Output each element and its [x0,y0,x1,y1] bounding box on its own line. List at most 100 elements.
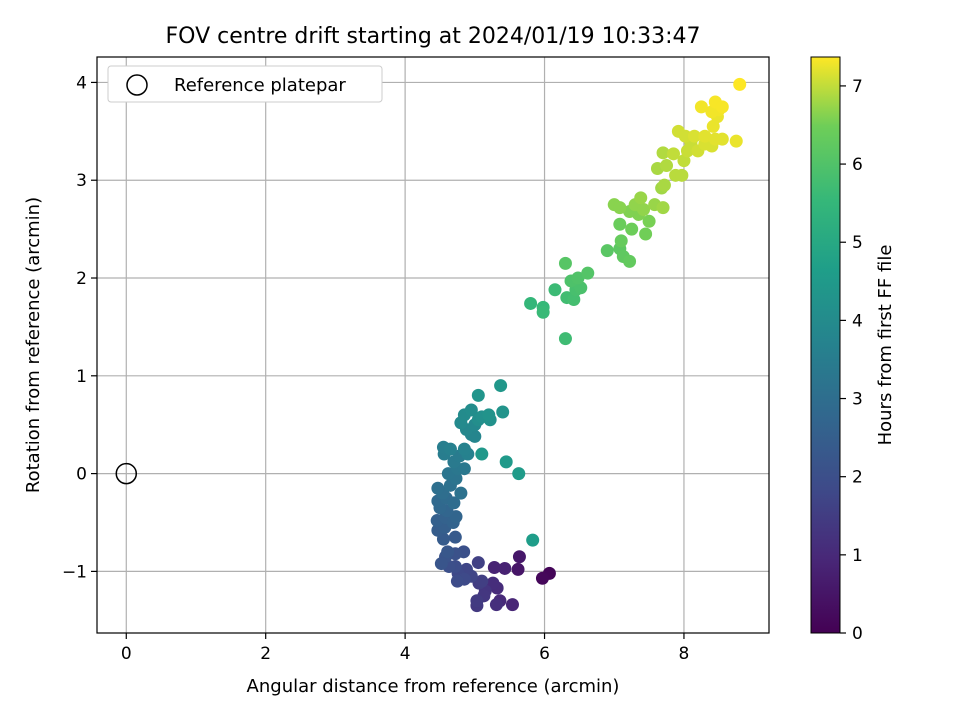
scatter-point [475,447,489,461]
scatter-point [614,234,628,248]
scatter-point [705,105,719,119]
scatter-point [457,442,471,456]
scatter-point [558,332,572,346]
colorbar-tick-label: 1 [852,546,863,566]
y-tick-label: 3 [76,171,87,191]
scatter-point [660,159,674,173]
x-axis-label: Angular distance from reference (arcmin) [247,676,620,697]
scatter-point [511,562,525,576]
y-axis-label: Rotation from reference (arcmin) [23,197,44,493]
data-points [430,77,747,613]
scatter-point [489,598,503,612]
scatter-point [471,388,485,402]
scatter-point [678,129,692,143]
scatter-point [496,405,510,419]
scatter-point [698,129,712,143]
y-tick-label: 2 [76,269,87,289]
scatter-point [637,203,651,217]
scatter-point [447,496,461,510]
chart-title: FOV centre drift starting at 2024/01/19 … [166,24,701,49]
colorbar-tick-label: 4 [852,311,863,331]
scatter-point [434,557,448,571]
scatter-point [475,574,489,588]
y-tick-label: −1 [62,562,87,582]
scatter-point [581,266,595,280]
scatter-point [706,119,720,133]
x-tick-label: 8 [679,644,690,664]
scatter-point [464,403,478,417]
scatter-point [687,129,701,143]
scatter-point [694,100,708,114]
scatter-point [498,561,512,575]
scatter-point [441,545,455,559]
legend-box [107,65,383,103]
scatter-point [499,455,513,469]
reference-point-marker [115,462,138,485]
colorbar-tick-label: 3 [852,390,863,410]
colorbar [810,56,841,634]
scatter-point [487,560,501,574]
x-tick-label: 6 [539,644,550,664]
scatter-point [494,379,508,393]
scatter-point [600,244,614,258]
colorbar-tick-label: 2 [852,468,863,488]
scatter-point [715,132,729,146]
scatter-point [535,571,549,585]
scatter-point [623,254,637,268]
scatter-point [657,178,671,192]
scatter-point [729,134,743,148]
scatter-point [526,533,540,547]
scatter-point [677,154,691,168]
scatter-point [613,217,627,231]
scatter-point [567,293,581,307]
scatter-point [574,281,588,295]
scatter-point [524,296,538,310]
colorbar-label: Hours from first FF file [875,245,896,446]
legend: Reference platepar [107,65,383,103]
scatter-point [715,100,729,114]
y-tick-label: 1 [76,367,87,387]
colorbar-tick-label: 0 [852,624,863,644]
scatter-point [448,530,462,544]
scatter-point [558,256,572,270]
scatter-point [548,283,562,297]
scatter-point [454,486,468,500]
scatter-point [505,598,519,612]
colorbar-ticks: 0 1 2 3 4 5 6 7 [840,77,863,644]
scatter-point [512,550,526,564]
scatter-point [642,214,656,228]
reference-marker-group [115,462,138,485]
scatter-point [613,201,627,215]
y-tick-label: 0 [76,465,87,485]
scatter-point [443,442,457,456]
x-tick-label: 2 [260,644,271,664]
colorbar-tick-label: 6 [852,155,863,175]
scatter-point [482,408,496,422]
legend-entry: Reference platepar [174,75,346,96]
scatter-point [457,462,471,476]
scatter-point [625,222,639,236]
x-tick-label: 0 [121,644,132,664]
legend-marker-icon [126,74,148,96]
scatter-point [666,147,680,161]
grid-lines [97,57,769,633]
y-axis-ticks: −1 0 1 2 3 4 [62,73,97,582]
x-axis-ticks: 0 2 4 6 8 [121,633,690,664]
scatter-point [656,201,670,215]
colorbar-tick-label: 5 [852,233,863,253]
scatter-point [639,227,653,241]
scatter-point [431,481,445,495]
scatter-point [536,305,550,319]
x-tick-label: 4 [400,644,411,664]
scatter-point [634,191,648,205]
scatter-point [675,168,689,182]
scatter-point [470,594,484,608]
scatter-point [733,77,747,91]
scatter-point [571,271,585,285]
scatter-point [450,574,464,588]
scatter-point [471,556,485,570]
scatter-point [656,146,670,160]
y-tick-label: 4 [76,73,87,93]
scatter-point [512,467,526,481]
